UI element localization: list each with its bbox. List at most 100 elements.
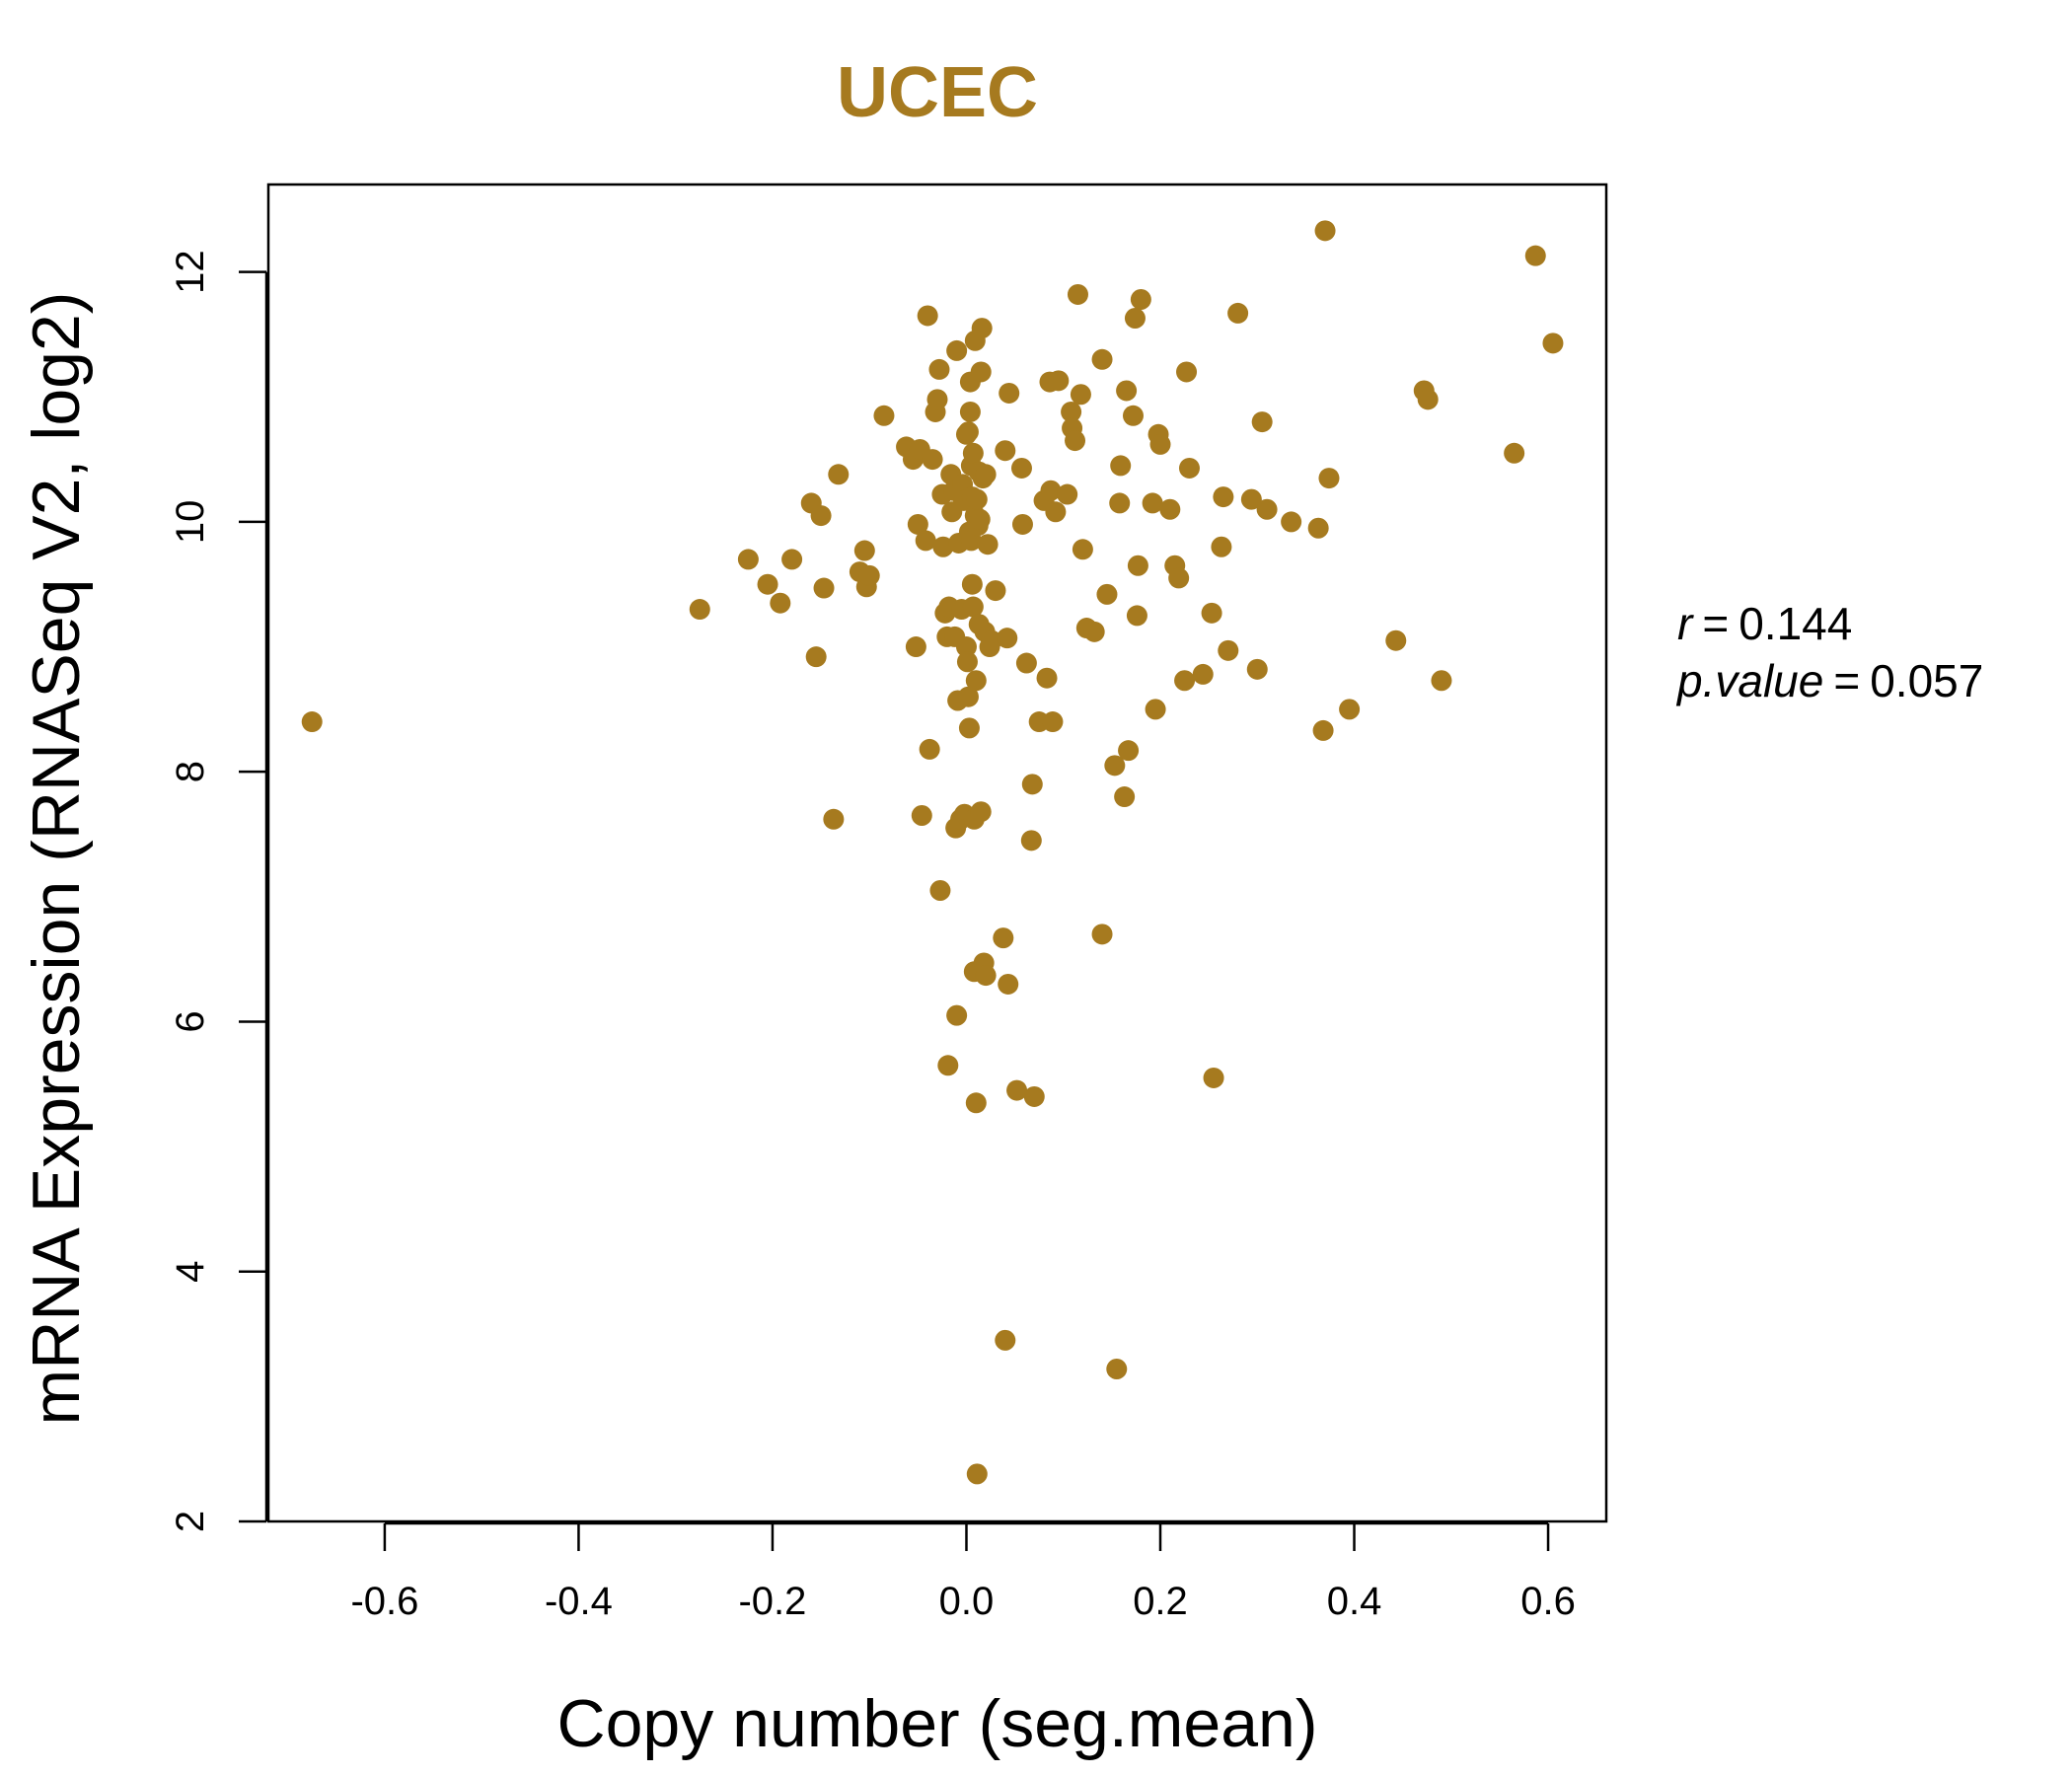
data-point bbox=[922, 449, 943, 471]
data-point bbox=[823, 808, 845, 830]
data-point bbox=[905, 636, 926, 658]
data-point bbox=[757, 573, 778, 595]
data-point bbox=[1061, 401, 1082, 422]
r-value: 0.144 bbox=[1739, 598, 1852, 649]
data-point bbox=[970, 801, 992, 823]
data-point bbox=[1036, 667, 1058, 689]
x-tick-label: -0.4 bbox=[545, 1580, 613, 1623]
data-point bbox=[958, 717, 980, 739]
data-point bbox=[965, 670, 987, 692]
data-point bbox=[1057, 483, 1078, 505]
data-point bbox=[928, 358, 950, 380]
x-tick-label: 0.0 bbox=[939, 1580, 995, 1623]
data-point bbox=[962, 596, 984, 618]
x-tick-label: 0.6 bbox=[1520, 1580, 1576, 1623]
data-point bbox=[998, 973, 1019, 995]
data-point bbox=[985, 580, 1006, 602]
data-point bbox=[965, 1092, 987, 1114]
data-point bbox=[689, 599, 710, 621]
data-point bbox=[1130, 289, 1151, 311]
data-point bbox=[977, 534, 999, 555]
data-point bbox=[1176, 361, 1198, 383]
data-point bbox=[1142, 492, 1163, 514]
y-axis: 2 4 6 8 10 12 bbox=[169, 250, 268, 1532]
data-point bbox=[999, 382, 1020, 404]
data-point bbox=[1114, 786, 1136, 808]
data-point bbox=[1281, 511, 1302, 533]
data-point bbox=[1040, 480, 1062, 501]
data-point bbox=[873, 405, 895, 426]
plot-frame bbox=[266, 183, 1608, 1523]
data-point bbox=[1149, 433, 1171, 455]
p-equals: = bbox=[1833, 655, 1860, 706]
data-point bbox=[1203, 1067, 1224, 1088]
data-point bbox=[1083, 621, 1105, 642]
data-point bbox=[1106, 1359, 1128, 1380]
data-point bbox=[971, 318, 993, 339]
data-point bbox=[956, 651, 978, 673]
data-point bbox=[1192, 663, 1214, 685]
data-point bbox=[1227, 302, 1249, 324]
p-label: p.value bbox=[1675, 655, 1823, 706]
data-point bbox=[1211, 536, 1232, 557]
x-axis-label: Copy number (seg.mean) bbox=[556, 1686, 1317, 1761]
data-point bbox=[937, 1055, 959, 1076]
data-point bbox=[1178, 457, 1200, 479]
data-point bbox=[993, 927, 1014, 949]
data-point bbox=[853, 540, 875, 561]
data-point bbox=[955, 636, 977, 658]
chart-title: UCEC bbox=[837, 53, 1038, 132]
correlation-annotation: r = 0.144 bbox=[1677, 598, 1852, 649]
data-point bbox=[1109, 492, 1131, 514]
data-point bbox=[1118, 740, 1140, 762]
data-point bbox=[917, 305, 938, 327]
data-point bbox=[981, 629, 1002, 651]
data-point bbox=[1145, 699, 1166, 720]
data-point bbox=[907, 513, 928, 535]
data-point bbox=[770, 592, 791, 614]
data-point bbox=[1116, 380, 1138, 402]
data-point bbox=[1010, 457, 1032, 479]
data-point bbox=[1524, 245, 1546, 266]
x-tick-label: -0.2 bbox=[738, 1580, 806, 1623]
data-point bbox=[1218, 639, 1239, 661]
y-tick-label: 8 bbox=[169, 761, 212, 782]
y-axis-label: mRNA Expression (RNASeq V2, log2) bbox=[19, 292, 94, 1426]
data-point bbox=[810, 505, 832, 527]
data-point bbox=[737, 549, 759, 570]
data-point bbox=[975, 464, 997, 485]
data-point bbox=[1124, 308, 1146, 329]
data-point bbox=[995, 1329, 1016, 1351]
data-point bbox=[1122, 405, 1144, 426]
data-point bbox=[970, 361, 992, 383]
data-point bbox=[966, 1463, 988, 1485]
data-point bbox=[969, 508, 991, 530]
y-tick-label: 6 bbox=[169, 1010, 212, 1032]
data-point bbox=[1023, 1085, 1045, 1107]
data-point bbox=[1110, 455, 1132, 477]
data-point bbox=[1174, 670, 1196, 692]
data-point bbox=[1431, 670, 1452, 692]
data-point bbox=[1246, 658, 1268, 680]
data-point bbox=[1168, 567, 1190, 589]
x-tick-label: 0.4 bbox=[1327, 1580, 1382, 1623]
data-point bbox=[1385, 629, 1407, 651]
data-point bbox=[915, 530, 936, 552]
data-point bbox=[1091, 924, 1113, 945]
data-point bbox=[1126, 605, 1147, 627]
data-point bbox=[926, 389, 948, 410]
data-point bbox=[1201, 602, 1222, 624]
r-label: r bbox=[1677, 598, 1694, 649]
data-point bbox=[957, 686, 979, 707]
data-point bbox=[1015, 652, 1037, 674]
data-point bbox=[1091, 348, 1113, 370]
data-point bbox=[1006, 1079, 1028, 1101]
y-tick-label: 4 bbox=[169, 1261, 212, 1283]
data-point bbox=[1020, 830, 1042, 851]
data-point bbox=[1021, 774, 1043, 795]
y-tick-label: 2 bbox=[169, 1511, 212, 1532]
data-point bbox=[301, 711, 323, 733]
data-point bbox=[1011, 513, 1033, 535]
data-point bbox=[828, 464, 850, 485]
